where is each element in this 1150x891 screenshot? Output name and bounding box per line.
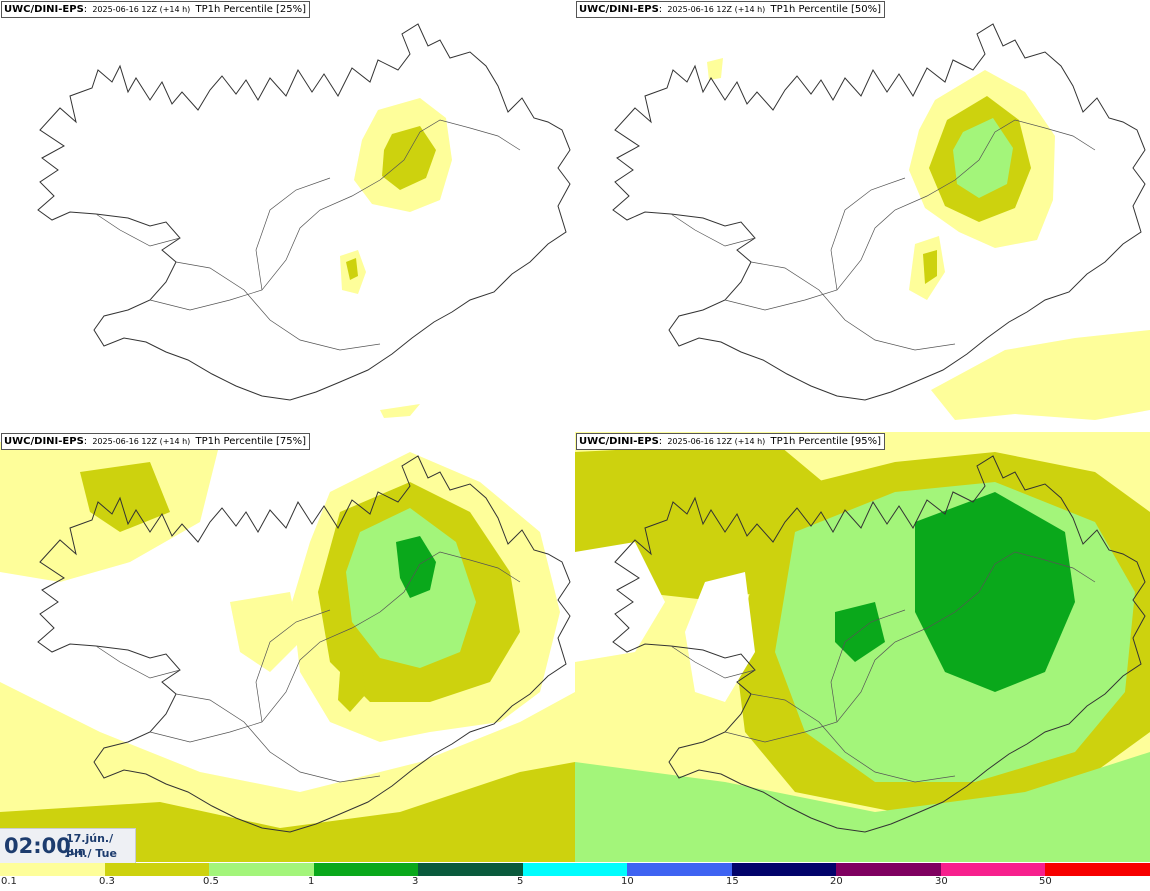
parameter-label: TP1h Percentile [25%] [195, 4, 307, 15]
run-time: 2025-06-16 12Z (+14 h) [667, 437, 766, 446]
precip-map-p25 [37, 23, 571, 418]
model-name: UWC/DINI-EPS [4, 436, 84, 447]
model-name: UWC/DINI-EPS [4, 4, 84, 15]
panel-title: UWC/DINI-EPS: 2025-06-16 12Z (+14 h) TP1… [1, 1, 311, 18]
color-scale-tick-label: 15 [726, 876, 739, 887]
valid-weekday: Þri./ Tue [66, 847, 117, 860]
color-scale-swatch [418, 863, 523, 876]
color-scale-swatch [209, 863, 314, 876]
valid-date: 17.jún./ Jun [66, 832, 114, 858]
valid-time: 02:00 [4, 834, 71, 858]
color-scale-swatch [1045, 863, 1150, 876]
color-scale-tick-label: 50 [1039, 876, 1052, 887]
run-time: 2025-06-16 12Z (+14 h) [92, 5, 191, 14]
color-scale-tick-label: 0.5 [203, 876, 219, 887]
color-scale-swatch [731, 863, 837, 876]
precip-map-p75 [0, 442, 575, 862]
color-scale-tick-label: 30 [935, 876, 948, 887]
map-panel-p50: UWC/DINI-EPS: 2025-06-16 12Z (+14 h) TP1… [575, 0, 1150, 430]
color-scale-tick-label: 3 [412, 876, 419, 887]
color-scale-swatch [836, 863, 941, 876]
color-scale-swatch [313, 863, 419, 876]
map-panel-p75: UWC/DINI-EPS: 2025-06-16 12Z (+14 h) TP1… [0, 432, 575, 862]
color-scale-swatch [0, 863, 105, 876]
map-panel-p25: UWC/DINI-EPS: 2025-06-16 12Z (+14 h) TP1… [0, 0, 575, 430]
color-scale [0, 863, 1150, 876]
model-name: UWC/DINI-EPS [579, 4, 659, 15]
color-scale-tick-label: 1 [308, 876, 315, 887]
parameter-label: TP1h Percentile [95%] [770, 436, 882, 447]
run-time: 2025-06-16 12Z (+14 h) [92, 437, 191, 446]
precip-map-p95 [575, 432, 1150, 862]
color-scale-ticks: 0.1 0.3 0.5 1 3 5 10 15 20 30 50 [0, 876, 1150, 891]
color-scale-swatch [627, 863, 732, 876]
panel-title: UWC/DINI-EPS: 2025-06-16 12Z (+14 h) TP1… [576, 1, 886, 18]
color-scale-tick-label: 0.3 [99, 876, 115, 887]
color-scale-swatch [522, 863, 628, 876]
color-scale-swatch [940, 863, 1046, 876]
color-scale-tick-label: 20 [830, 876, 843, 887]
panel-title: UWC/DINI-EPS: 2025-06-16 12Z (+14 h) TP1… [576, 433, 886, 450]
parameter-label: TP1h Percentile [50%] [770, 4, 882, 15]
parameter-label: TP1h Percentile [75%] [195, 436, 307, 447]
precip-map-p50 [612, 23, 1150, 420]
valid-time-box: 02:00 17.jún./ Jun Þri./ Tue [0, 828, 136, 863]
model-name: UWC/DINI-EPS [579, 436, 659, 447]
map-panel-p95: UWC/DINI-EPS: 2025-06-16 12Z (+14 h) TP1… [575, 432, 1150, 862]
color-scale-tick-label: 5 [517, 876, 524, 887]
panel-title: UWC/DINI-EPS: 2025-06-16 12Z (+14 h) TP1… [1, 433, 311, 450]
color-scale-tick-label: 0.1 [1, 876, 17, 887]
color-scale-tick-label: 10 [621, 876, 634, 887]
run-time: 2025-06-16 12Z (+14 h) [667, 5, 766, 14]
color-scale-swatch [104, 863, 210, 876]
